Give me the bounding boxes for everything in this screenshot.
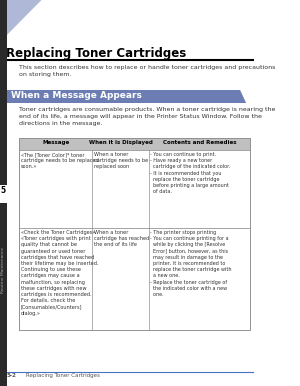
Bar (0, 0, 7, 386)
Bar (19, 138, 250, 150)
Bar (19, 138, 250, 330)
Text: Toner cartridges are consumable products. When a toner cartridge is nearing the
: Toner cartridges are consumable products… (19, 107, 275, 125)
Text: «Check the Toner Cartridges»
«Toner cartridges with print
quality that cannot be: «Check the Toner Cartridges» «Toner cart… (21, 230, 98, 316)
Text: 5: 5 (1, 186, 6, 195)
Text: When a toner
cartridge needs to be
replaced soon: When a toner cartridge needs to be repla… (94, 152, 148, 169)
Text: Replacing Toner Cartridges: Replacing Toner Cartridges (26, 373, 100, 378)
Text: 5-2: 5-2 (6, 373, 16, 378)
Text: Contents and Remedies: Contents and Remedies (163, 140, 236, 145)
Text: When a toner
cartridge has reached
the end of its life: When a toner cartridge has reached the e… (94, 230, 149, 247)
Polygon shape (0, 0, 41, 42)
Bar (19, 228, 250, 330)
Text: This section describes how to replace or handle toner cartridges and precautions: This section describes how to replace or… (19, 65, 275, 77)
Text: Routine Maintenance: Routine Maintenance (2, 247, 5, 293)
Text: - You can continue to print.
- Have ready a new toner
  cartridge of the indicat: - You can continue to print. - Have read… (150, 152, 230, 194)
Polygon shape (6, 90, 246, 103)
Text: When a Message Appears: When a Message Appears (11, 91, 142, 100)
Text: «The [Toner Color]* toner
cartridge needs to be replaced
soon.»: «The [Toner Color]* toner cartridge need… (21, 152, 98, 169)
Bar (0, 185, 7, 203)
Text: - The printer stops printing
- You can continue printing for a
  while by clicki: - The printer stops printing - You can c… (150, 230, 232, 297)
Text: Replacing Toner Cartridges: Replacing Toner Cartridges (6, 47, 186, 60)
Bar (19, 150, 250, 228)
Text: When it is Displayed: When it is Displayed (88, 140, 152, 145)
Text: Message: Message (42, 140, 69, 145)
